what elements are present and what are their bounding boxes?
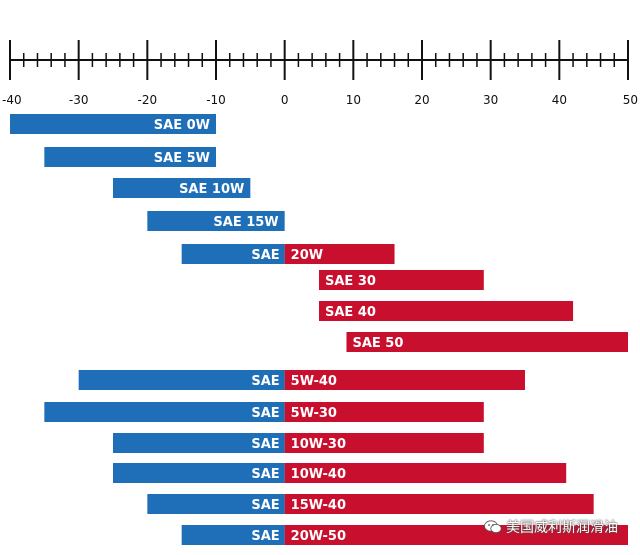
- bar-label: SAE 15W: [213, 215, 278, 230]
- bar-label-prefix: SAE: [251, 498, 279, 513]
- tick-label: 10: [346, 93, 361, 107]
- cold-range-bar: [113, 463, 285, 483]
- bar-label-suffix: 10W-30: [291, 437, 346, 452]
- hot-range-bar: [284, 370, 525, 390]
- cold-range-bar: [44, 402, 285, 422]
- tick-label: 30: [483, 93, 498, 107]
- hot-range-bar: [319, 301, 574, 321]
- tick-label: -40: [2, 93, 22, 107]
- bar-label-prefix: SAE: [251, 437, 279, 452]
- watermark: 美国威利斯润滑油: [484, 517, 618, 537]
- watermark-text: 美国威利斯润滑油: [506, 520, 618, 536]
- bar-label-suffix: 15W-40: [291, 498, 346, 513]
- hot-range-bar: [284, 494, 594, 514]
- bar-label: SAE 10W: [179, 182, 244, 197]
- tick-label: -20: [138, 93, 158, 107]
- hot-range-bar: [284, 244, 395, 264]
- cold-range-bar: [147, 211, 285, 231]
- cold-range-bar: [44, 147, 217, 167]
- tick-label: -10: [206, 93, 226, 107]
- bar-label: SAE 5W: [154, 151, 210, 166]
- hot-range-bar: [319, 270, 484, 290]
- hot-range-bar: [284, 463, 567, 483]
- cold-range-bar: [113, 433, 285, 453]
- hot-range-bar: [284, 433, 484, 453]
- tick-label: 0: [281, 93, 289, 107]
- bar-label: SAE 0W: [154, 118, 210, 133]
- bar-label: SAE 40: [325, 305, 376, 320]
- cold-range-bar: [147, 494, 285, 514]
- bar-label-prefix: SAE: [251, 248, 279, 263]
- bar-label-prefix: SAE: [251, 374, 279, 389]
- hot-range-bar: [284, 402, 484, 422]
- bar-label-suffix: 20W-50: [291, 529, 346, 544]
- bar-label: SAE 30: [325, 274, 376, 289]
- cold-range-bar: [113, 178, 251, 198]
- tick-label: 20: [414, 93, 429, 107]
- temperature-axis: -40 -30 -20 -10 0 10 20 30 40 50: [2, 40, 638, 107]
- bar-label-suffix: 10W-40: [291, 467, 346, 482]
- tick-label: 40: [552, 93, 567, 107]
- bar-label-suffix: 5W-40: [291, 374, 337, 389]
- hot-range-bar: [346, 332, 628, 352]
- hot-range-bar: [284, 525, 628, 545]
- cold-range-bar: [181, 244, 285, 264]
- tick-label: -30: [69, 93, 89, 107]
- bar-label-suffix: 5W-30: [291, 406, 337, 421]
- cold-range-bar: [78, 370, 285, 390]
- bar-label-prefix: SAE: [251, 529, 279, 544]
- cold-range-bar: [10, 114, 216, 134]
- cold-range-bar: [181, 525, 285, 545]
- bar-label-suffix: 20W: [291, 248, 323, 263]
- bar-label-prefix: SAE: [251, 406, 279, 421]
- bar-label: SAE 50: [352, 336, 403, 351]
- wechat-icon: [484, 520, 502, 534]
- tick-label: 50: [623, 93, 638, 107]
- bar-label-prefix: SAE: [251, 467, 279, 482]
